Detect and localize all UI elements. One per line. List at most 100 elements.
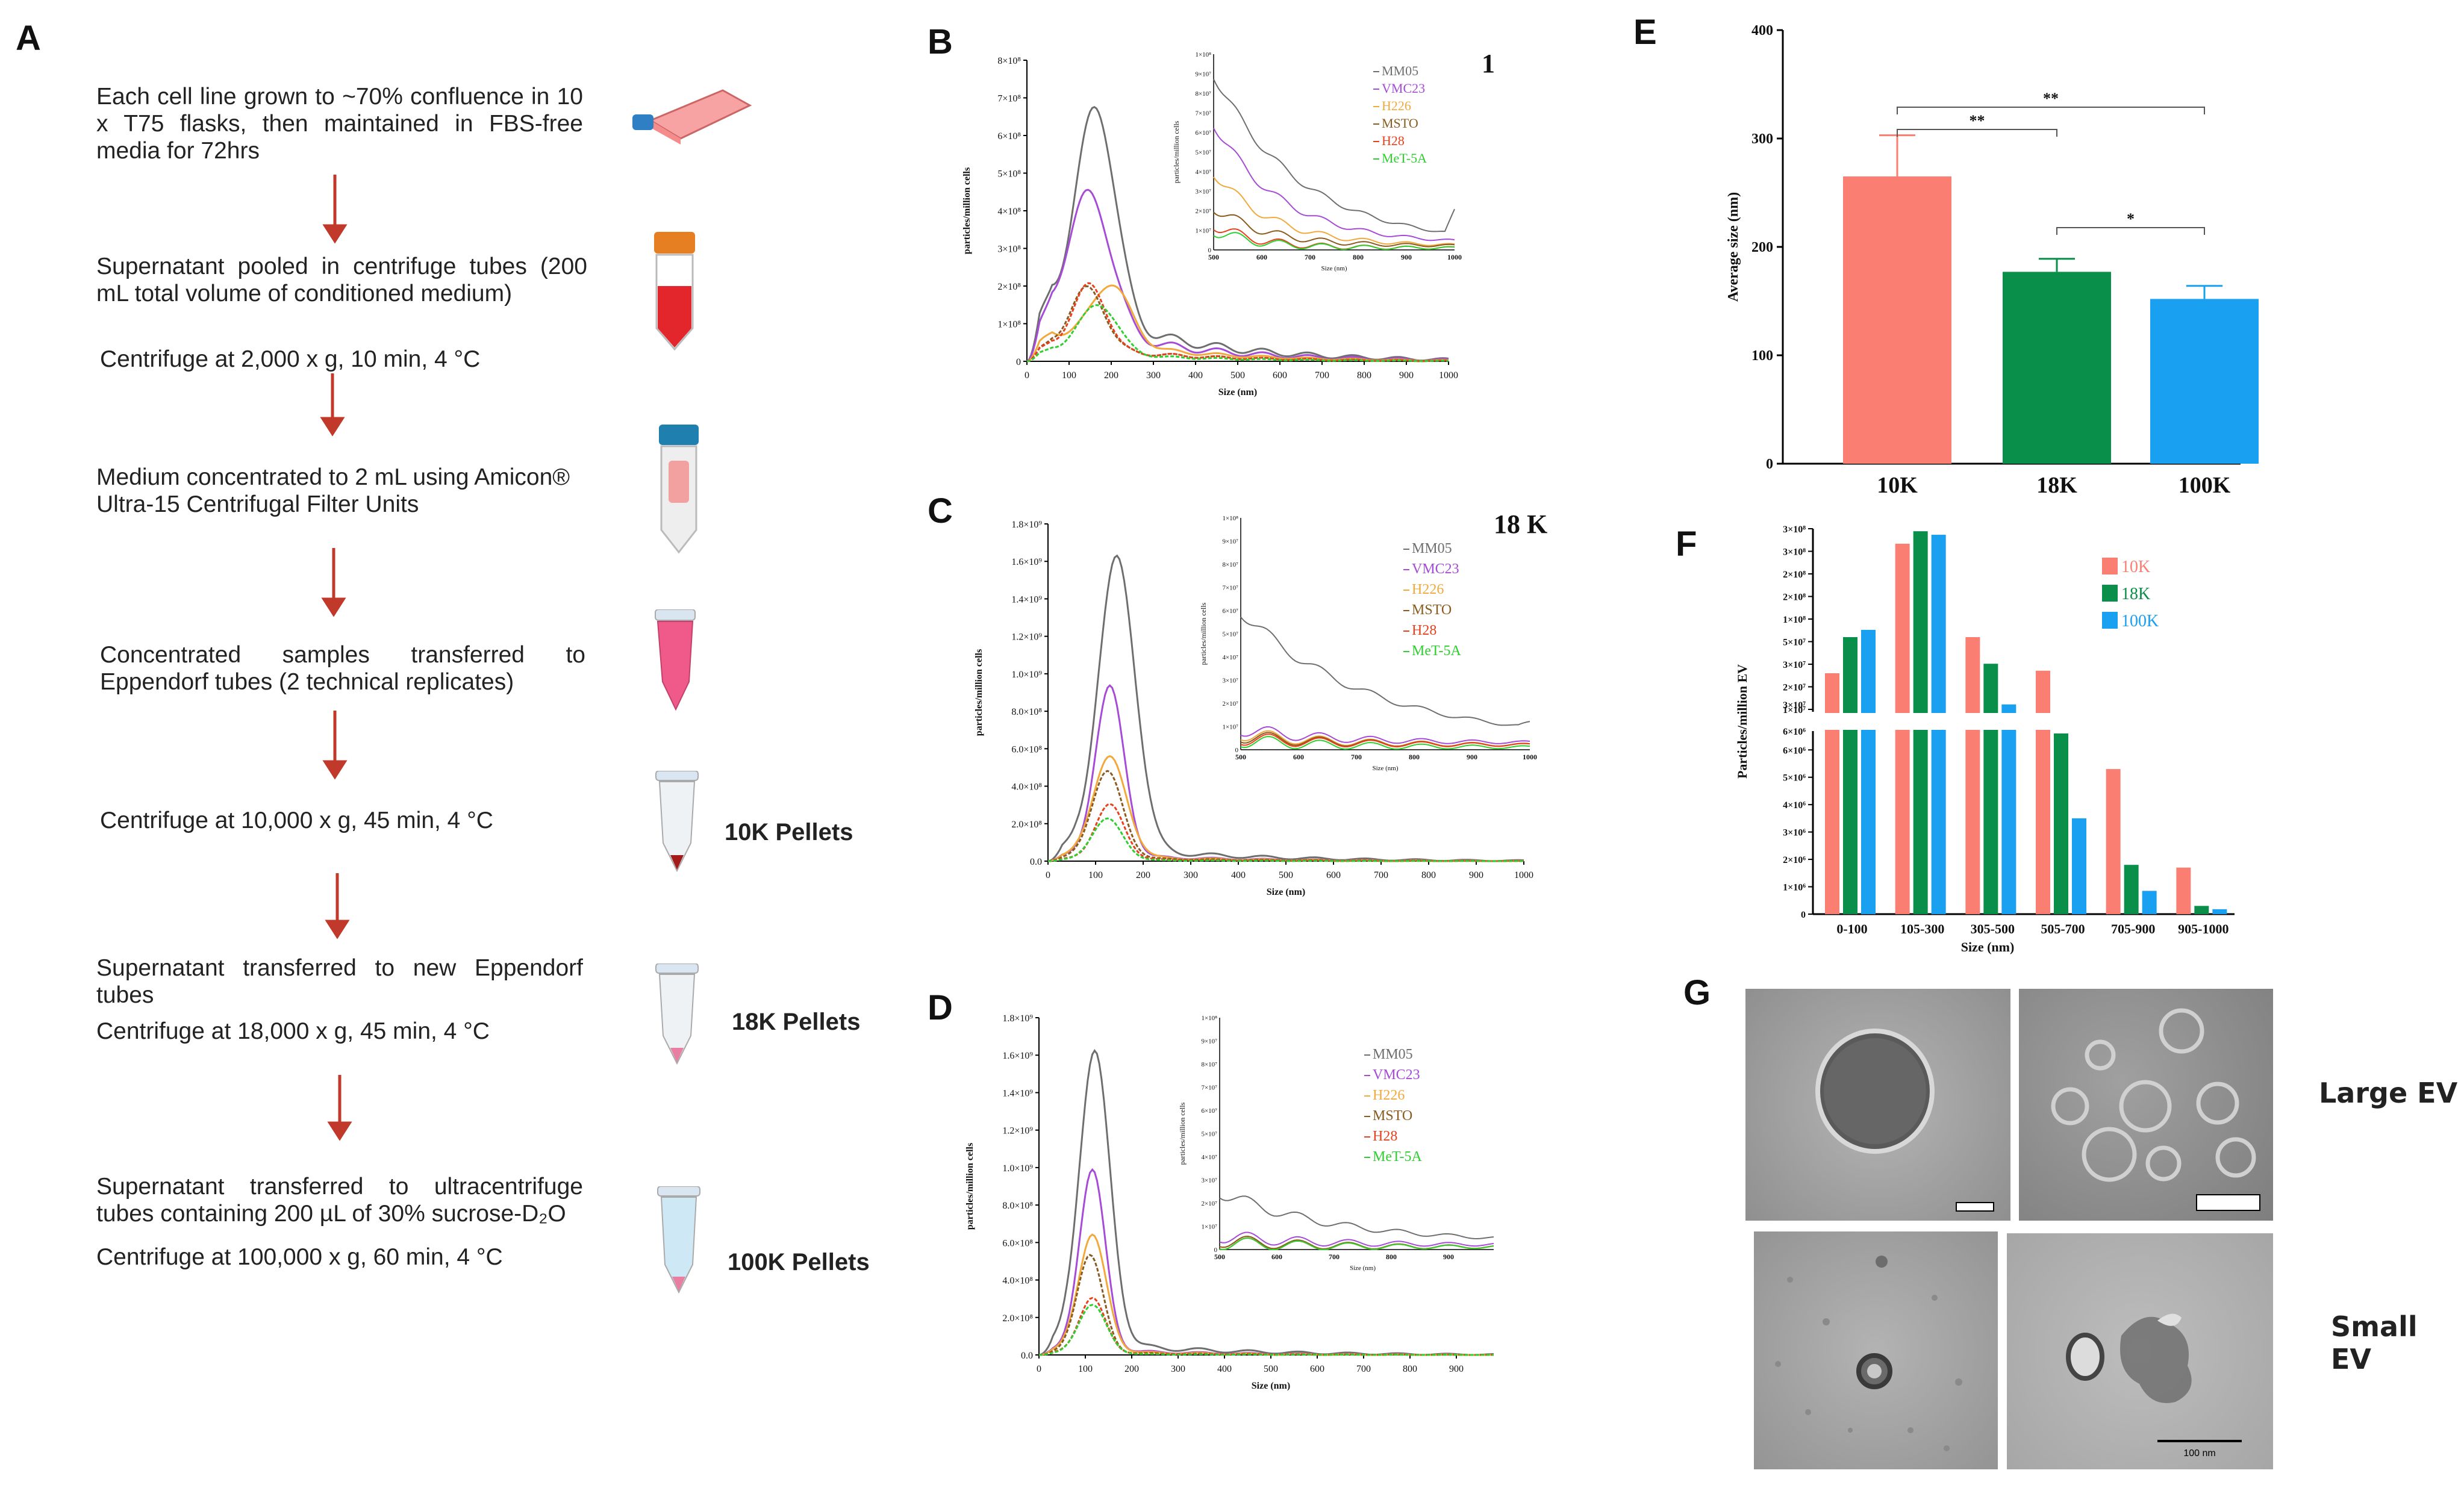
bar-10k [1843, 176, 1951, 464]
step-medium-concentrated: Medium concentrated to 2 mL using Amicon… [96, 464, 570, 517]
x-tick-label: 200 [1104, 370, 1118, 381]
x-tick-label: 100 [1062, 370, 1076, 381]
inset-y-tick-label: 1×10⁸ [1222, 515, 1238, 522]
inset-x-tick-label: 900 [1401, 253, 1412, 261]
series-line-msto [1038, 1254, 1494, 1356]
bar-18k [2003, 272, 2111, 464]
y-tick-label: 5×10⁸ [997, 169, 1021, 179]
bar-10k-0-100 [1825, 673, 1839, 914]
x-tick-label: 400 [1231, 870, 1246, 880]
bar-100k-705-900 [2142, 891, 2157, 914]
x-tick-label: 900 [1449, 1364, 1464, 1374]
inset-y-tick-label: 0 [1208, 247, 1212, 254]
legend-label-msto: MSTO [1382, 116, 1418, 131]
significance-bracket [1897, 129, 2057, 137]
y-tick-label: 2×10⁷ [1783, 683, 1806, 693]
y-tick-label: 1×10⁸ [997, 320, 1021, 330]
inset-x-tick-label: 900 [1443, 1253, 1454, 1261]
inset-x-tick-label: 600 [1256, 253, 1267, 261]
inset-series-line-vmc23 [1240, 726, 1530, 744]
x-tick-label: 500 [1264, 1364, 1278, 1374]
y-tick-label: 1.2×10⁹ [1002, 1126, 1033, 1136]
inset-y-tick-label: 3×10⁷ [1222, 677, 1238, 685]
y-tick-label: 0.0 [1021, 1351, 1033, 1361]
legend-label-h28: H28 [1412, 623, 1436, 638]
inset-series-line-msto [1213, 211, 1455, 248]
inset-y-tick-label: 1×10⁸ [1201, 1015, 1217, 1022]
bar-100k-505-700 [2072, 818, 2086, 914]
inset-x-tick-label: 500 [1214, 1253, 1225, 1261]
step-cell-growth: Each cell line grown to ~70% confluence … [96, 84, 583, 164]
legend-label-h226: H226 [1373, 1088, 1405, 1103]
y-tick-label: 100 [1751, 348, 1773, 364]
series-line-met-5a [1038, 1304, 1494, 1356]
y-tick-label: 4×10⁸ [997, 207, 1021, 217]
x-tick-label: 100 [1088, 870, 1103, 880]
inset-y-tick-label: 8×10⁷ [1195, 90, 1211, 98]
size-distribution-chart-10k: 0 1×10⁸ 2×10⁸ 3×10⁸ 4×10⁸ 5×10⁸ 6×10⁸ 7×10⁸ 8×10… [962, 49, 1494, 397]
pellet-label-10k: 10K Pellets [725, 819, 853, 845]
panel-label-f: F [1676, 525, 1697, 564]
inset-x-axis-label: Size (nm) [1350, 1265, 1376, 1272]
inset-series-line-vmc23 [1219, 1231, 1494, 1247]
x-tick-label: 800 [1403, 1364, 1417, 1374]
inset-x-tick-label: 800 [1353, 253, 1364, 261]
x-axis-label: Size (nm) [1252, 1381, 1290, 1391]
em-label-small-ev: Small EV [2331, 1310, 2418, 1375]
inset-y-tick-label: 5×10⁷ [1222, 631, 1238, 638]
inset-series-line-mm05 [1219, 1195, 1494, 1240]
significance-bracket [1897, 107, 2205, 114]
panel-label-a: A [16, 19, 41, 58]
y-tick-label: 3×10⁸ [1783, 525, 1806, 535]
step-ultracentrifuge-transfer: Supernatant transferred to ultracentrifu… [96, 1174, 583, 1227]
x-tick-label-100k: 100K [2179, 473, 2231, 498]
y-axis-label: Average size (nm) [1726, 192, 1741, 302]
x-tick-label: 1000 [1439, 370, 1458, 381]
inset-x-tick-label: 600 [1271, 1253, 1282, 1261]
flow-arrows [320, 175, 352, 1141]
y-tick-label: 1.0×10⁹ [1011, 670, 1042, 680]
series-line-h226 [1026, 284, 1449, 363]
series-line-vmc23 [1026, 188, 1449, 363]
inset-series-line-met-5a [1240, 736, 1530, 750]
inset-y-axis-label: particles/million cells [1172, 120, 1181, 183]
inset-y-axis-label: particles/million cells [1178, 1102, 1187, 1165]
y-tick-label: 2.0×10⁸ [1002, 1313, 1033, 1324]
y-tick-label: 8.0×10⁸ [1002, 1201, 1033, 1211]
x-tick-label: 500 [1230, 370, 1245, 381]
legend-swatch [2102, 585, 2118, 602]
x-tick-label: 600 [1310, 1364, 1324, 1374]
inset-x-axis-label: Size (nm) [1372, 765, 1398, 772]
chart-title: 10 K [1482, 49, 1494, 78]
significance-label: ** [1970, 112, 1985, 129]
x-axis-label: Size (nm) [1218, 387, 1257, 397]
inset-series-line-met-5a [1213, 232, 1455, 251]
step-supernatant-pooled: Supernatant pooled in centrifuge tubes (… [96, 254, 587, 307]
bar-10k-705-900 [2106, 769, 2121, 914]
step-eppendorf-transfer: Concentrated samples transferred to Eppe… [100, 642, 585, 695]
y-axis-label: particles/million cells [962, 167, 972, 254]
inset-series-line-vmc23 [1213, 128, 1455, 241]
significance-label: * [2127, 210, 2135, 228]
x-tick-label: 305-500 [1971, 921, 2015, 936]
inset-x-tick-label: 700 [1305, 253, 1315, 261]
legend-label-h28: H28 [1373, 1129, 1397, 1144]
inset-y-tick-label: 0 [1214, 1247, 1218, 1254]
x-tick-label: 1000 [1493, 1364, 1494, 1374]
eppendorf-tube-10k-icon [655, 771, 699, 873]
significance-label: ** [2043, 90, 2059, 107]
inset-y-tick-label: 1×10⁷ [1195, 228, 1211, 235]
x-tick-label: 600 [1273, 370, 1287, 381]
x-tick-label: 300 [1184, 870, 1198, 880]
inset-y-tick-label: 5×10⁷ [1195, 149, 1211, 157]
x-tick-label: 700 [1356, 1364, 1371, 1374]
x-tick-label: 0 [1046, 870, 1050, 880]
inset-y-tick-label: 2×10⁷ [1201, 1200, 1217, 1207]
inset-y-tick-label: 2×10⁷ [1195, 208, 1211, 215]
em-image-small-ev-2: 100 nm [2007, 1233, 2273, 1469]
x-tick-label-18k: 18K [2036, 473, 2077, 498]
legend-label-vmc23: VMC23 [1412, 561, 1459, 577]
panel-label-g: G [1683, 973, 1711, 1012]
inset-y-tick-label: 8×10⁷ [1201, 1061, 1217, 1068]
y-tick-label: 1.8×10⁹ [1011, 520, 1042, 530]
